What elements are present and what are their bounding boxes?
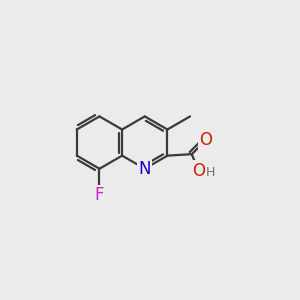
Text: O: O: [192, 161, 205, 179]
Text: H: H: [206, 167, 215, 179]
Text: O: O: [200, 131, 213, 149]
Text: N: N: [139, 160, 151, 178]
Text: F: F: [95, 186, 104, 204]
